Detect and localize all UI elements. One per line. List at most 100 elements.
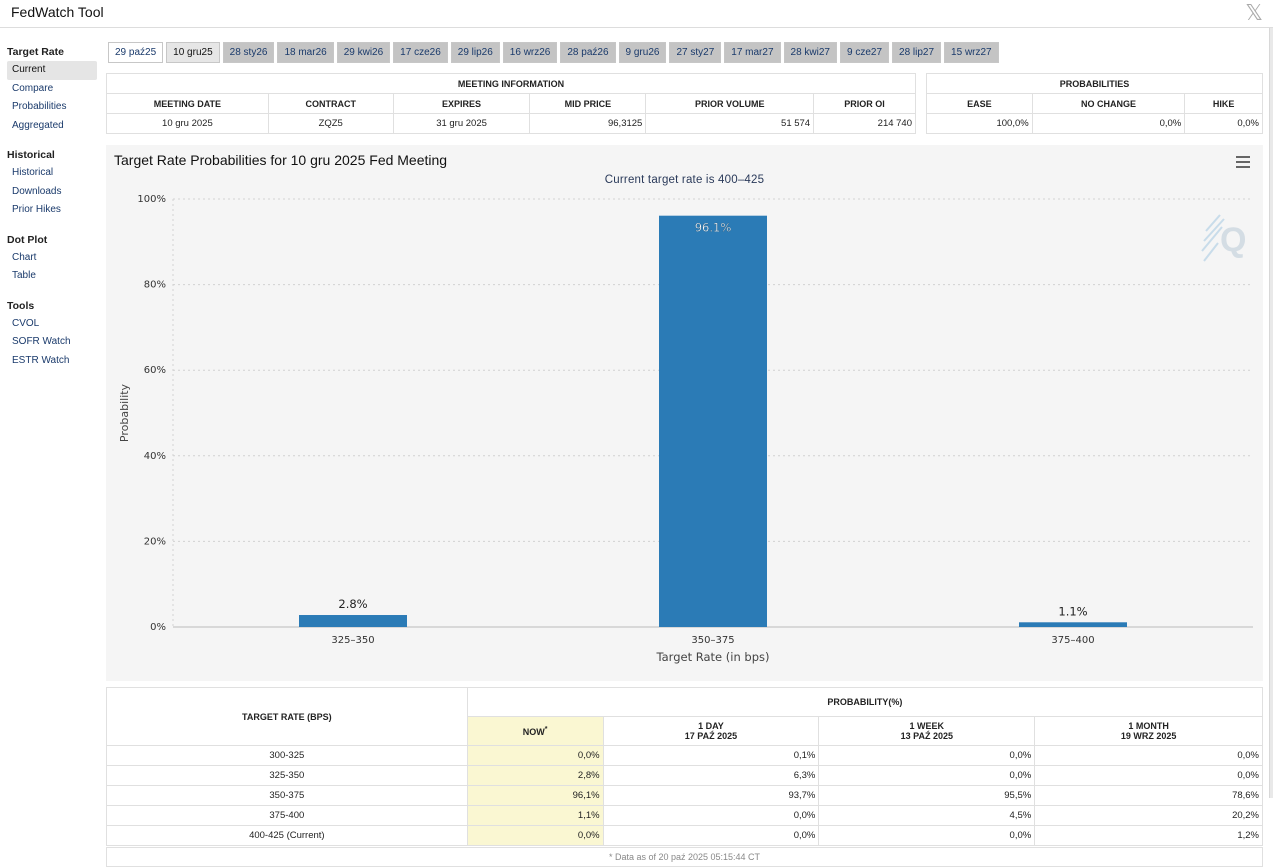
tab-meeting-28-lip27[interactable]: 28 lip27: [892, 42, 942, 63]
probability-cell: 0,0%: [602, 825, 820, 846]
sidebar-section-target-rate: Target Rate: [7, 46, 64, 58]
probability-cell: 93,7%: [602, 785, 820, 806]
col-label: 1 DAY: [698, 721, 724, 731]
tab-meeting-9-cze27[interactable]: 9 cze27: [839, 42, 890, 63]
table-row: 375-400 1,1% 0,0% 4,5% 20,2%: [106, 805, 1263, 826]
col-date: 19 WRZ 2025: [1120, 731, 1177, 741]
probability-cell: 20,2%: [1034, 805, 1263, 826]
tab-meeting-29-lip26[interactable]: 29 lip26: [450, 42, 500, 63]
probability-cell: 1,1%: [466, 805, 604, 826]
hamburger-menu-icon[interactable]: [1236, 156, 1250, 168]
x-tick-label: 325–350: [331, 635, 374, 646]
table-row: 300-325 0,0% 0,1% 0,0% 0,0%: [106, 745, 1263, 766]
table-row: 350-375 96,1% 93,7% 95,5% 78,6%: [106, 785, 1263, 806]
sidebar: Target Rate Current Compare Probabilities Ag…: [0, 40, 100, 370]
col-prior-oi: PRIOR OI: [813, 93, 916, 114]
probability-history-table: TARGET RATE (BPS) PROBABILITY(%) NOW* 1 D…: [106, 687, 1264, 846]
col-meeting-date: MEETING DATE: [106, 93, 269, 114]
probability-cell: 0,0%: [466, 745, 604, 766]
footnote-marker: *: [544, 725, 548, 733]
tab-meeting-15-wrz27[interactable]: 15 wrz27: [944, 42, 999, 63]
app-title: FedWatch Tool: [11, 4, 104, 20]
probability-cell: 2,8%: [466, 765, 604, 786]
x-tick-label: 350–375: [691, 635, 734, 646]
col-1-day: 1 DAY 17 PAŹ 2025: [602, 716, 820, 746]
tab-meeting-10-gru25[interactable]: 10 gru25: [166, 42, 220, 63]
col-date: 17 PAŹ 2025: [684, 731, 738, 741]
col-target-rate: TARGET RATE (BPS): [106, 687, 468, 746]
target-rate-cell: 300-325: [106, 745, 468, 766]
y-tick-label: 40%: [144, 451, 166, 462]
meeting-info-table: MEETING INFORMATION MEETING DATE CONTRAC…: [106, 73, 916, 134]
tab-meeting-17-cze26[interactable]: 17 cze26: [393, 42, 448, 63]
sidebar-section-historical: Historical: [7, 149, 55, 161]
sidebar-item-compare[interactable]: Compare: [12, 82, 54, 94]
col-1-week: 1 WEEK 13 PAŹ 2025: [818, 716, 1036, 746]
tab-meeting-29-kwi26[interactable]: 29 kwi26: [336, 42, 391, 63]
sidebar-item-current[interactable]: Current: [7, 61, 97, 80]
probabilities-header: PROBABILITIES: [926, 73, 1263, 94]
meeting-date-value: 10 gru 2025: [106, 113, 269, 134]
sidebar-item-downloads[interactable]: Downloads: [12, 185, 62, 197]
y-axis-title: Probability: [118, 383, 131, 442]
probability-cell: 1,2%: [1034, 825, 1263, 846]
tab-meeting-17-mar27[interactable]: 17 mar27: [724, 42, 781, 63]
col-contract: CONTRACT: [267, 93, 394, 114]
col-label: 1 WEEK: [909, 721, 945, 731]
sidebar-item-estr-watch[interactable]: ESTR Watch: [12, 354, 70, 366]
tab-meeting-16-wrz26[interactable]: 16 wrz26: [502, 42, 558, 63]
probability-chart: Target Rate Probabilities for 10 gru 202…: [106, 145, 1263, 681]
no-change-value: 0,0%: [1031, 113, 1186, 134]
probability-cell: 0,0%: [818, 765, 1036, 786]
col-date: 13 PAŹ 2025: [900, 731, 953, 741]
meeting-info-header: MEETING INFORMATION: [106, 73, 916, 94]
bar-325-350: [299, 615, 407, 627]
probability-cell: 0,0%: [466, 825, 604, 846]
target-rate-cell: 400-425 (Current): [106, 825, 468, 846]
contract-value: ZQZ5: [267, 113, 394, 134]
vertical-scrollbar[interactable]: [1269, 28, 1273, 798]
col-label: NOW: [522, 726, 545, 737]
probability-cell: 96,1%: [466, 785, 604, 806]
probability-cell: 78,6%: [1034, 785, 1263, 806]
sidebar-item-historical[interactable]: Historical: [12, 167, 54, 178]
tab-meeting-28-sty26[interactable]: 28 sty26: [222, 42, 275, 63]
target-rate-cell: 375-400: [106, 805, 468, 826]
probability-cell: 0,0%: [1034, 745, 1263, 766]
col-no-change: NO CHANGE: [1031, 93, 1186, 114]
probability-cell: 6,3%: [602, 765, 820, 786]
y-tick-label: 100%: [137, 194, 166, 205]
meeting-tabs: 29 paź25 10 gru25 28 sty26 18 mar26 29 kwi26…: [108, 42, 999, 63]
sidebar-item-table[interactable]: Table: [12, 270, 36, 281]
tab-meeting-28-pa-26[interactable]: 28 paź26: [560, 42, 616, 63]
tab-meeting-28-kwi27[interactable]: 28 kwi27: [783, 42, 837, 63]
sidebar-item-probabilities[interactable]: Probabilities: [12, 101, 67, 112]
col-probability: PROBABILITY(%): [466, 687, 1264, 717]
y-tick-label: 20%: [144, 536, 166, 547]
data-label: 2.8%: [338, 597, 367, 611]
tab-meeting-29-pa-25[interactable]: 29 paź25: [108, 42, 164, 63]
tab-meeting-18-mar26[interactable]: 18 mar26: [277, 42, 334, 63]
bar-375-400: [1019, 622, 1127, 627]
data-label: 1.1%: [1058, 604, 1087, 618]
target-rate-cell: 325-350: [106, 765, 468, 786]
probabilities-summary-table: PROBABILITIES EASE NO CHANGE HIKE 100,0%…: [926, 73, 1263, 134]
sidebar-item-chart[interactable]: Chart: [12, 251, 37, 263]
data-label: 96.1%: [695, 221, 732, 235]
x-logo-icon[interactable]: 𝕏: [1245, 0, 1263, 25]
y-tick-label: 0%: [150, 622, 166, 633]
prior-oi-value: 214 740: [813, 113, 916, 134]
probability-cell: 0,1%: [602, 745, 820, 766]
sidebar-item-sofr-watch[interactable]: SOFR Watch: [12, 336, 71, 347]
tab-meeting-27-sty27[interactable]: 27 sty27: [669, 42, 722, 63]
col-expires: EXPIRES: [392, 93, 531, 114]
col-hike: HIKE: [1184, 93, 1263, 114]
probability-cell: 0,0%: [1034, 765, 1263, 786]
ease-value: 100,0%: [926, 113, 1033, 134]
sidebar-item-aggregated[interactable]: Aggregated: [12, 119, 64, 131]
probability-cell: 4,5%: [818, 805, 1036, 826]
sidebar-item-cvol[interactable]: CVOL: [12, 317, 40, 329]
sidebar-item-prior-hikes[interactable]: Prior Hikes: [12, 204, 61, 215]
tab-meeting-9-gru26[interactable]: 9 gru26: [618, 42, 667, 63]
y-tick-label: 80%: [144, 280, 166, 291]
